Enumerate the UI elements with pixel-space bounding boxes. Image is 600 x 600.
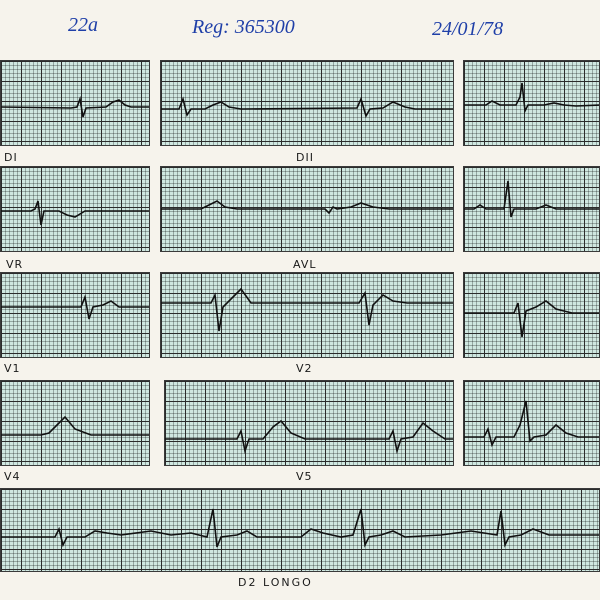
- lead-label-v2: V2: [296, 362, 313, 375]
- ecg-strip-v6: [463, 380, 600, 466]
- lead-label-avr: VR: [6, 258, 24, 271]
- ecg-strip-d3: [463, 60, 600, 146]
- ecg-trace-v5: [165, 419, 453, 455]
- ecg-trace-d3: [464, 82, 599, 114]
- ecg-strip-v4: [0, 380, 150, 466]
- ecg-trace-v1: [1, 294, 149, 320]
- ecg-strip-d1: [0, 60, 150, 146]
- lead-label-d2: DII: [296, 151, 314, 164]
- lead-label-v4: V4: [4, 470, 21, 483]
- ecg-trace-d1: [1, 95, 149, 118]
- ecg-strip-v1: [0, 272, 150, 358]
- ecg-strip-avf: [463, 166, 600, 252]
- registration-number: Reg: 365300: [192, 16, 295, 38]
- ecg-trace-v2: [161, 287, 453, 332]
- ecg-trace-d2: [161, 96, 453, 119]
- ecg-strip-d2-long: [0, 488, 600, 572]
- exam-date: 24/01/78: [432, 18, 504, 40]
- ecg-trace-v3: [464, 300, 599, 338]
- ecg-strip-v5: [164, 380, 454, 466]
- lead-label-v1: V1: [4, 362, 21, 375]
- ecg-strip-v2: [160, 272, 454, 358]
- patient-age: 22a: [68, 14, 98, 36]
- ecg-strip-avl: [160, 166, 454, 252]
- lead-label-d1: DI: [4, 151, 18, 164]
- ecg-trace-v6: [464, 400, 599, 448]
- ecg-trace-d2-long: [1, 508, 599, 548]
- ecg-trace-avf: [464, 180, 599, 218]
- ecg-trace-avl: [161, 200, 453, 215]
- ecg-strip-v3: [463, 272, 600, 358]
- lead-label-d2-long: D2 LONGO: [238, 576, 313, 589]
- ecg-strip-d2: [160, 60, 454, 146]
- ecg-strip-avr: [0, 166, 150, 252]
- ecg-trace-avr: [1, 200, 149, 226]
- lead-label-v5: V5: [296, 470, 313, 483]
- ecg-trace-v4: [1, 415, 149, 436]
- lead-label-avl: AVL: [293, 258, 317, 271]
